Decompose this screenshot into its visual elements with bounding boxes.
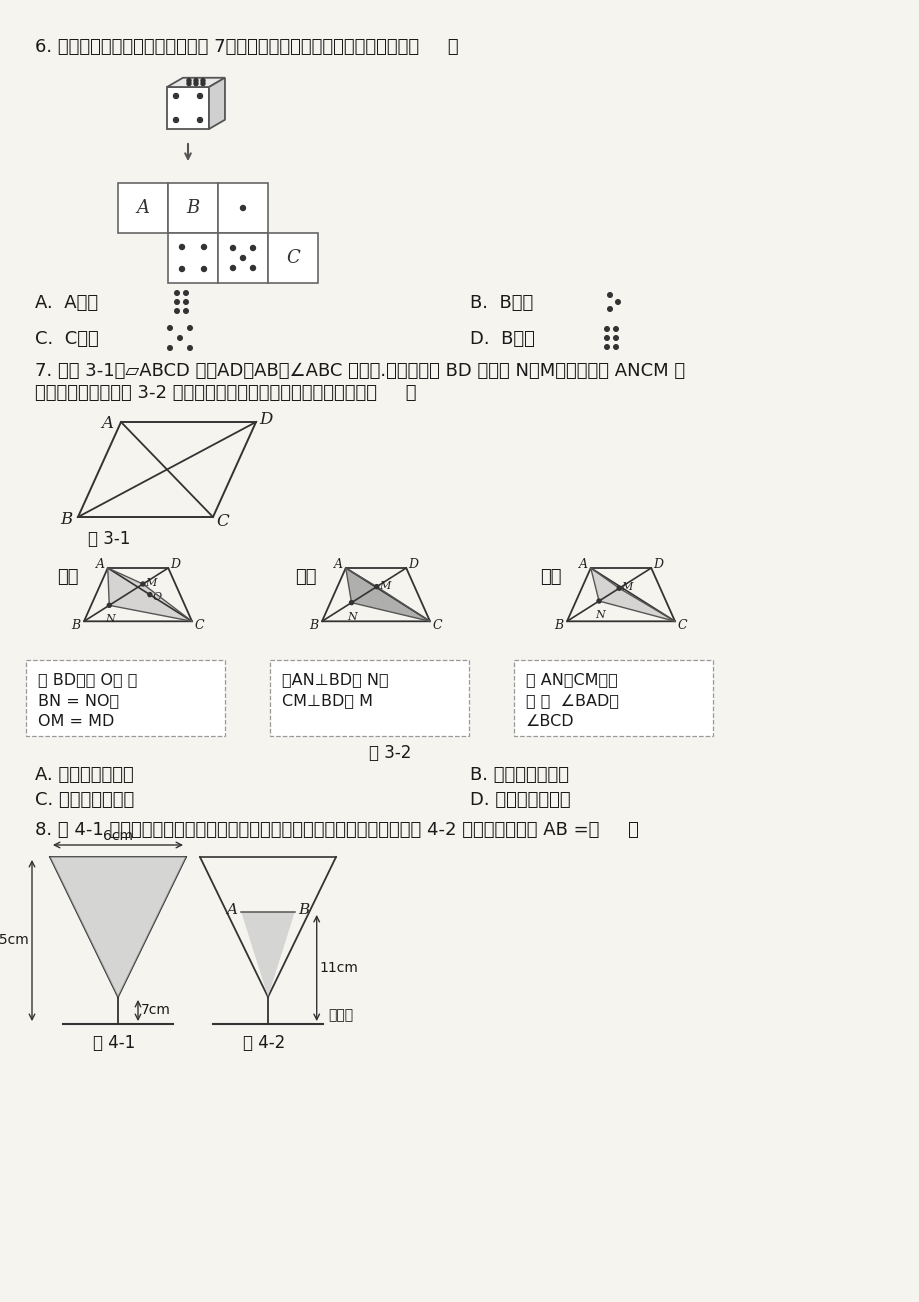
Circle shape [179,267,185,272]
Text: A. 甲、乙、丙都是: A. 甲、乙、丙都是 [35,766,133,784]
Text: C: C [194,618,204,631]
Text: D. 只有乙、丙才是: D. 只有乙、丙才是 [470,792,570,809]
Circle shape [250,246,255,250]
Text: D: D [170,559,180,572]
Circle shape [108,603,111,607]
Text: 作 AN，CM分别: 作 AN，CM分别 [526,672,617,687]
Circle shape [613,336,618,340]
Text: 丙：: 丙： [539,568,561,586]
Circle shape [240,255,245,260]
Circle shape [187,82,191,86]
Text: C: C [432,618,441,631]
Circle shape [194,78,198,82]
Circle shape [141,582,145,586]
Text: C: C [676,618,686,631]
Circle shape [184,290,188,296]
Circle shape [187,346,192,350]
Text: C.  C代表: C. C代表 [35,329,98,348]
Polygon shape [167,78,225,87]
Polygon shape [168,233,218,283]
Circle shape [201,245,206,250]
FancyBboxPatch shape [269,660,469,736]
Circle shape [613,345,618,349]
Text: D: D [408,559,418,572]
Text: C. 只有甲、丙才是: C. 只有甲、丙才是 [35,792,134,809]
Circle shape [201,267,206,272]
Circle shape [198,94,202,99]
Circle shape [187,78,191,82]
Text: D: D [259,411,272,428]
Circle shape [231,266,235,271]
Polygon shape [209,78,225,129]
Text: N: N [595,611,604,620]
Circle shape [184,309,188,314]
Circle shape [175,290,179,296]
Circle shape [613,327,618,331]
Text: 7. 如图 3-1，▱ABCD 中，AD＞AB，∠ABC 为锐角.要在对角线 BD 上找点 N，M，使四边形 ANCM 为: 7. 如图 3-1，▱ABCD 中，AD＞AB，∠ABC 为锐角.要在对角线 B… [35,362,685,380]
Text: B.  B代表: B. B代表 [470,294,533,312]
Text: 乙：: 乙： [295,568,316,586]
Text: 平行四边形，现有图 3-2 中的甲、乙、丙三种方案，则正确的方案（     ）: 平行四边形，现有图 3-2 中的甲、乙、丙三种方案，则正确的方案（ ） [35,384,416,402]
Circle shape [198,117,202,122]
Circle shape [617,586,620,590]
Text: N: N [106,615,115,625]
Text: CM⊥BD于 M: CM⊥BD于 M [282,693,372,708]
Text: ∠BCD: ∠BCD [526,713,574,729]
Text: 7cm: 7cm [141,1004,171,1017]
Text: A: A [334,559,343,572]
Circle shape [175,299,179,305]
Text: B. 只有甲、乙才是: B. 只有甲、乙才是 [470,766,568,784]
Text: 图 3-2: 图 3-2 [369,743,411,762]
Polygon shape [118,184,168,233]
Text: 取 BD中点 O， 作: 取 BD中点 O， 作 [38,672,137,687]
Text: M: M [145,578,156,589]
Circle shape [194,82,198,86]
Polygon shape [108,568,192,621]
Circle shape [174,117,178,122]
Polygon shape [267,233,318,283]
Text: A: A [136,199,149,217]
Text: 6. 一个骰子相对两面的点数之和为 7，它的展开图如图，下列判断正确的是（     ）: 6. 一个骰子相对两面的点数之和为 7，它的展开图如图，下列判断正确的是（ ） [35,38,459,56]
Text: A: A [101,415,113,432]
Text: OM = MD: OM = MD [38,713,114,729]
Text: 图 3-1: 图 3-1 [88,530,130,548]
Text: 水平线: 水平线 [328,1008,353,1022]
Circle shape [231,246,235,250]
Circle shape [148,592,152,596]
Circle shape [177,336,182,340]
Text: 图 4-2: 图 4-2 [243,1034,285,1052]
Circle shape [167,326,172,331]
Text: M: M [379,581,390,591]
Polygon shape [346,568,429,621]
Text: 8. 图 4-1 是装了液体的高脚杯示意图（数据如图），用去一部分液体后如图 4-2 所示，此时液面 AB =（     ）: 8. 图 4-1 是装了液体的高脚杯示意图（数据如图），用去一部分液体后如图 4… [35,822,638,838]
Text: A: A [579,559,587,572]
Circle shape [250,266,255,271]
Circle shape [604,327,608,331]
FancyBboxPatch shape [514,660,712,736]
Polygon shape [218,184,267,233]
Circle shape [374,585,379,589]
Text: 11cm: 11cm [320,961,358,975]
Text: BN = NO，: BN = NO， [38,693,119,708]
Polygon shape [167,87,209,129]
Circle shape [184,299,188,305]
Circle shape [604,336,608,340]
Text: A.  A代表: A. A代表 [35,294,98,312]
Text: A: A [226,904,237,917]
Circle shape [200,78,205,82]
FancyBboxPatch shape [26,660,225,736]
Polygon shape [50,857,186,997]
Polygon shape [241,911,294,997]
Text: C: C [216,513,229,530]
Text: C: C [286,249,300,267]
Circle shape [240,206,245,211]
Text: 图 4-1: 图 4-1 [93,1034,135,1052]
Circle shape [179,245,185,250]
Circle shape [187,326,192,331]
Text: 15cm: 15cm [0,934,29,948]
Text: O: O [153,591,161,602]
Circle shape [174,94,178,99]
Text: N: N [347,612,357,621]
Polygon shape [218,233,267,283]
